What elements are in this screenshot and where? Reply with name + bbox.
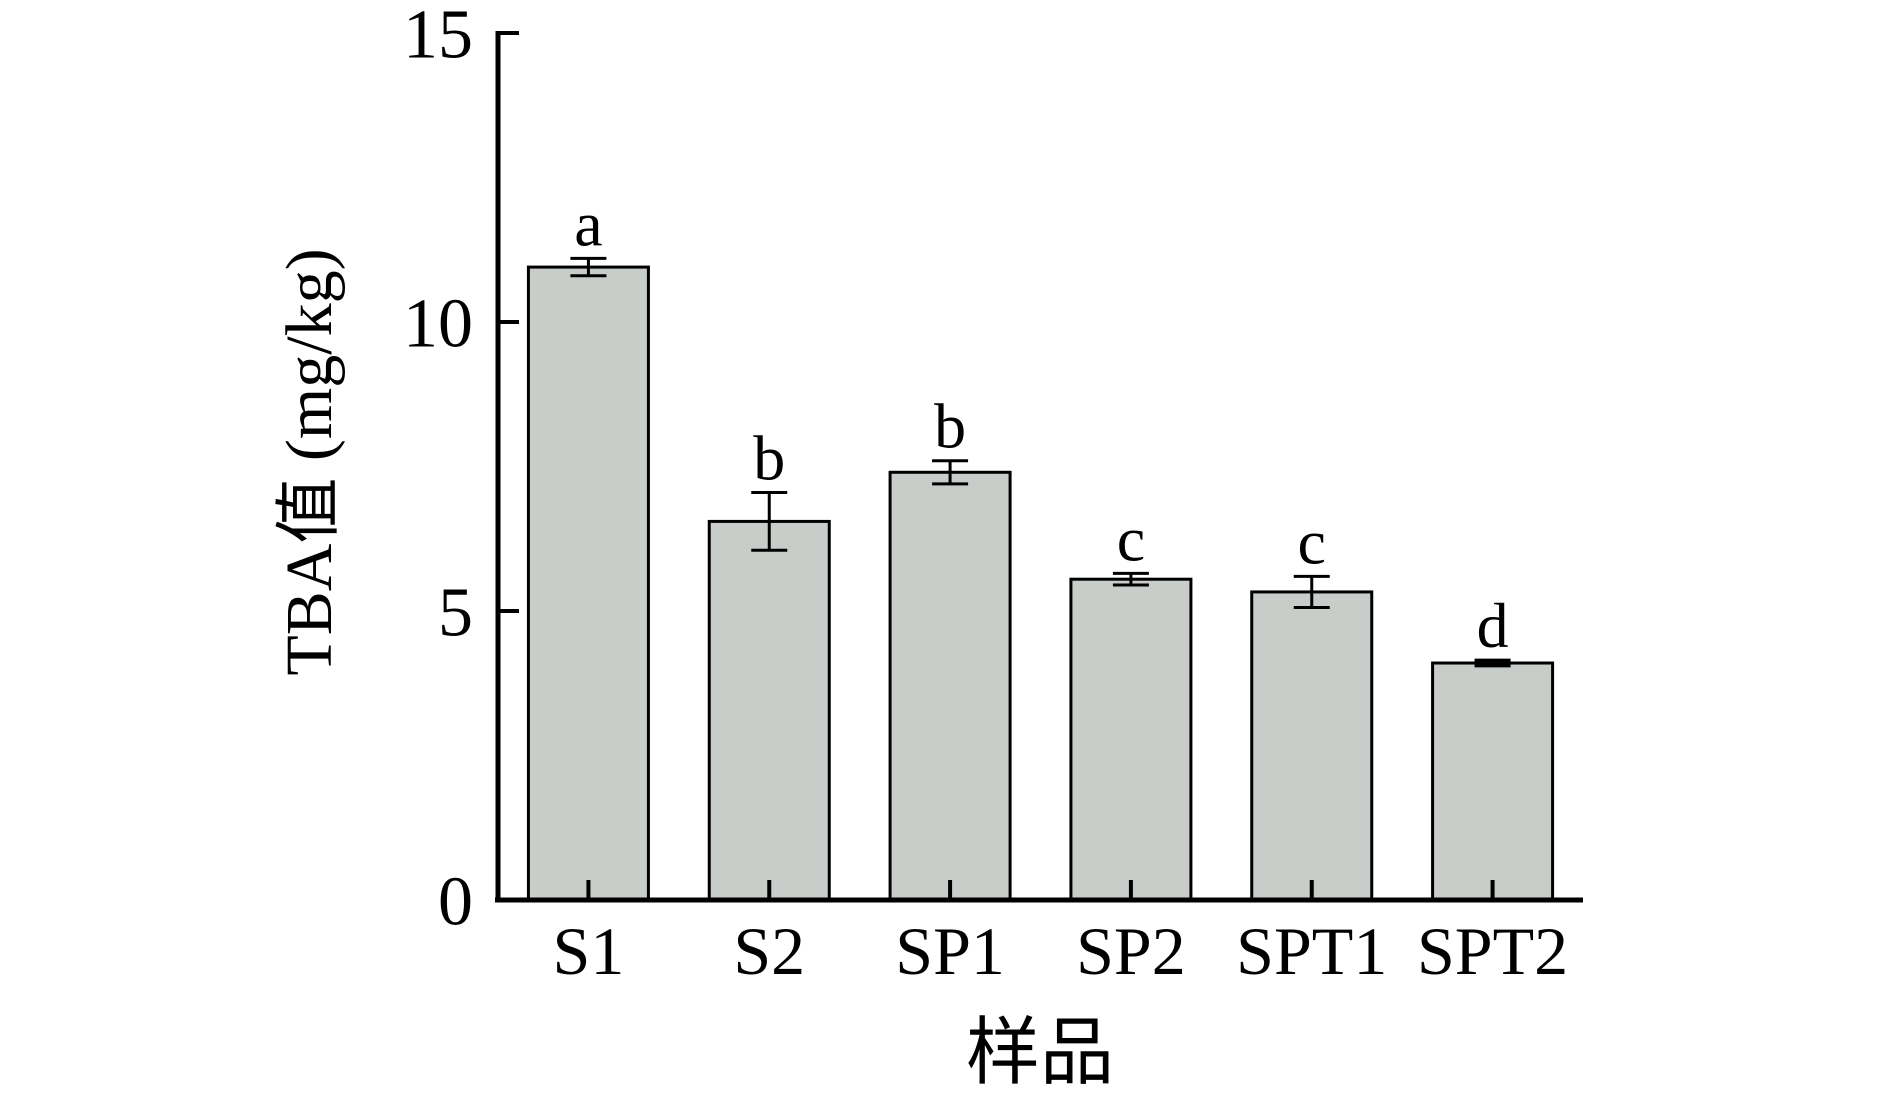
bar-S2	[707, 519, 831, 902]
bar-SPT1	[1250, 590, 1374, 902]
x-tick-label-SP1: SP1	[895, 913, 1005, 989]
y-tick-label: 0	[438, 864, 473, 941]
y-axis-title: TBA值 (mg/kg)	[273, 248, 346, 676]
sig-letter-S1: a	[574, 188, 602, 259]
x-tick-label-SPT1: SPT1	[1236, 913, 1387, 989]
sig-letter-SPT2: d	[1477, 590, 1509, 661]
x-tick-label-S1: S1	[553, 913, 625, 989]
sig-letter-SPT1: c	[1298, 506, 1326, 577]
y-tick-label: 10	[403, 286, 473, 363]
x-tick-label-SP2: SP2	[1076, 913, 1186, 989]
bar-SP2	[1069, 577, 1193, 902]
sig-letter-SP1: b	[934, 391, 966, 462]
x-axis-title: 样品	[966, 1012, 1114, 1093]
x-tick-label-SPT2: SPT2	[1417, 913, 1568, 989]
bar-S1	[526, 265, 650, 902]
sig-letter-SP2: c	[1117, 503, 1145, 574]
bar-SP1	[888, 470, 1012, 902]
bar-SPT2	[1431, 661, 1555, 902]
sig-letter-S2: b	[753, 423, 785, 494]
x-tick-label-S2: S2	[733, 913, 805, 989]
y-tick-label: 5	[438, 575, 473, 652]
y-tick-label: 15	[403, 0, 473, 74]
